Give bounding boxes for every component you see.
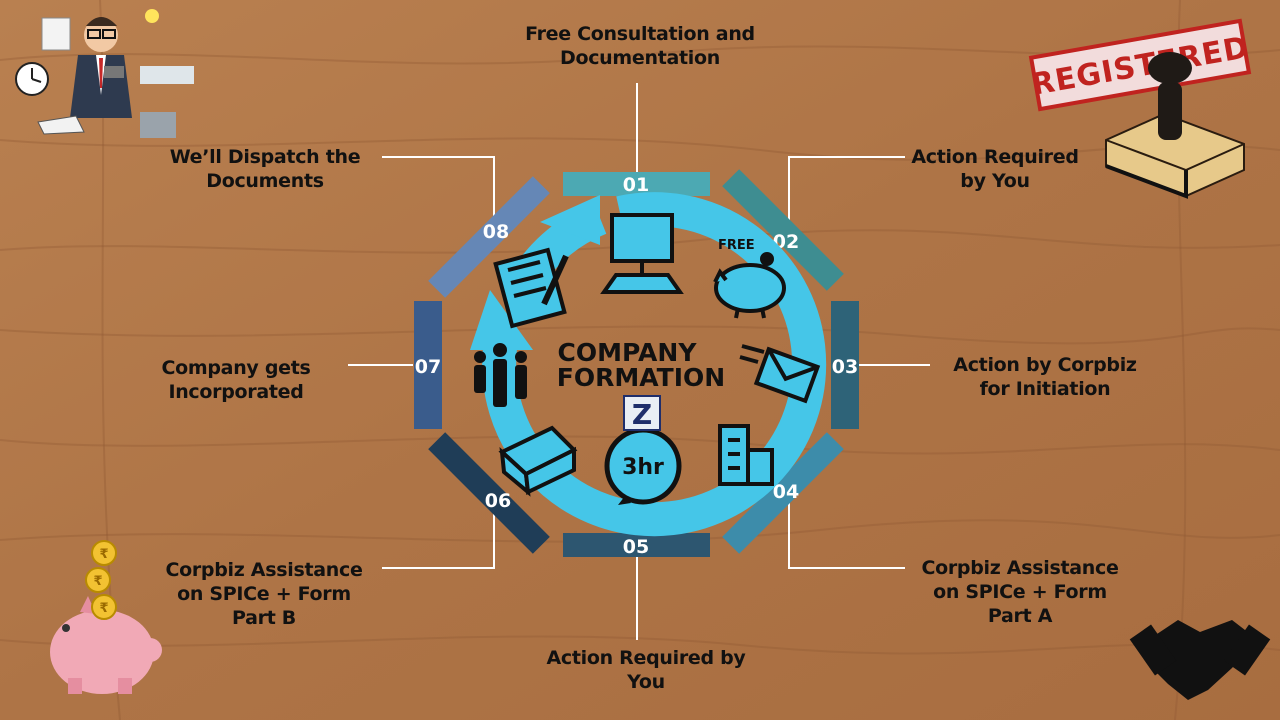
free-text: FREE <box>718 238 755 253</box>
connector-08 <box>382 156 495 220</box>
step-label-05-line2: You <box>627 671 665 693</box>
step-label-03: Action by Corpbiz for Initiation <box>920 353 1170 401</box>
connector-04 <box>788 500 905 569</box>
step-label-02-line1: Action Required <box>911 146 1079 168</box>
timer-text: 3hr <box>622 455 664 480</box>
center-title-line2: FORMATION <box>557 363 725 392</box>
step-number-07: 07 <box>415 356 441 378</box>
step-label-08: We’ll Dispatch the Documents <box>150 145 380 193</box>
segment-05 <box>563 533 710 557</box>
connector-06 <box>382 512 495 569</box>
segment-01 <box>563 172 710 196</box>
step-label-03-line1: Action by Corpbiz <box>953 354 1137 376</box>
mail-icon <box>739 344 821 404</box>
step-label-02-line2: by You <box>960 170 1030 192</box>
step-number-05: 05 <box>623 536 649 558</box>
step-number-08: 08 <box>483 221 509 243</box>
step-label-08-line1: We’ll Dispatch the <box>169 146 361 168</box>
step-label-06: Corpbiz Assistance on SPICe + Form Part … <box>144 558 384 630</box>
box-icon <box>498 425 578 497</box>
segment-07 <box>414 301 442 429</box>
segment-02 <box>722 169 844 291</box>
step-label-07: Company gets Incorporated <box>126 356 346 404</box>
logo-letter: Z <box>632 398 652 431</box>
segment-03 <box>831 301 859 429</box>
connector-02 <box>788 156 905 228</box>
step-label-04-line1: Corpbiz Assistance <box>921 557 1119 579</box>
step-label-07-line1: Company gets <box>161 357 311 379</box>
step-label-01-line2: Documentation <box>559 47 720 69</box>
people-icon <box>474 343 527 407</box>
segment-04 <box>722 432 844 554</box>
step-label-02: Action Required by You <box>880 145 1110 193</box>
segment-08 <box>428 176 550 298</box>
step-label-07-line2: Incorporated <box>168 381 304 403</box>
step-number-03: 03 <box>832 356 858 378</box>
coin-symbol-2: ₹ <box>93 574 102 589</box>
connector-lines <box>348 83 930 640</box>
octagon-segments <box>414 169 859 557</box>
corpbiz-logo: Z <box>623 395 661 431</box>
step-label-04-line2: on SPICe + Form <box>933 581 1107 603</box>
handshake-icon <box>1129 620 1271 700</box>
step-number-04: 04 <box>773 481 799 503</box>
document-edit-icon <box>493 247 569 329</box>
timer-icon: 3hr <box>604 427 682 505</box>
step-label-08-line2: Documents <box>206 170 324 192</box>
center-title-line1: COMPANY <box>558 338 698 367</box>
step-label-01-line1: Free Consultation and <box>525 23 755 45</box>
coin-symbol-1: ₹ <box>99 547 108 562</box>
coin-symbol-3: ₹ <box>99 601 108 616</box>
piggy-bank-icon <box>713 252 786 319</box>
step-label-05: Action Required by You <box>520 646 772 694</box>
step-label-05-line1: Action Required by <box>546 647 746 669</box>
step-label-04-line3: Part A <box>987 605 1053 627</box>
step-label-04: Corpbiz Assistance on SPICe + Form Part … <box>900 556 1140 628</box>
step-label-06-line1: Corpbiz Assistance <box>165 559 363 581</box>
building-icon <box>718 424 774 486</box>
step-label-03-line2: for Initiation <box>979 378 1111 400</box>
monitor-icon <box>600 213 684 294</box>
businessman-illustration <box>15 9 194 138</box>
piggy-coins-illustration: ₹ ₹ ₹ <box>50 540 162 694</box>
step-number-01: 01 <box>623 174 649 196</box>
step-label-06-line3: Part B <box>232 607 296 629</box>
step-label-01: Free Consultation and Documentation <box>500 22 780 70</box>
step-number-06: 06 <box>485 490 511 512</box>
step-label-06-line2: on SPICe + Form <box>177 583 351 605</box>
segment-06 <box>428 432 550 554</box>
